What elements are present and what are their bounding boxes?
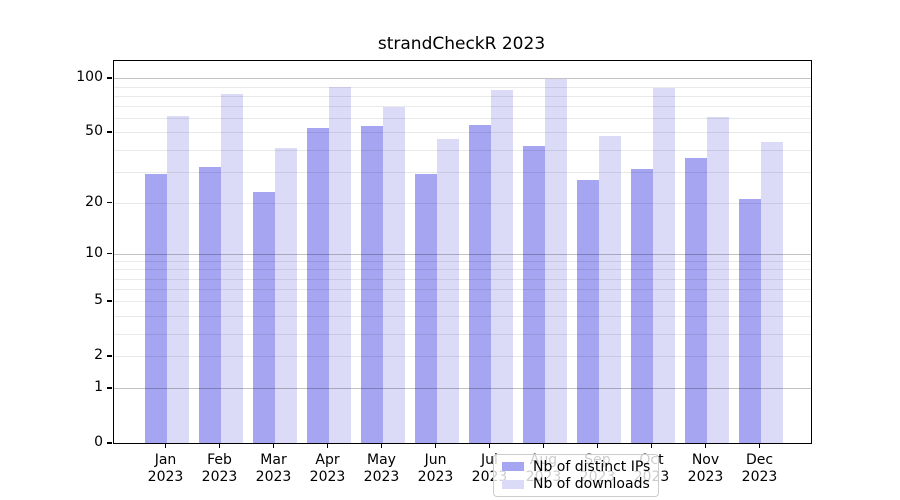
x-axis-tick-mark — [596, 443, 599, 448]
bar-downloads-aug — [544, 79, 567, 443]
bar-distinct-ips-apr — [306, 127, 329, 443]
y-axis-tick-label: 20 — [85, 193, 103, 210]
y-axis-tick-label: 2 — [94, 347, 103, 364]
gridline-minor — [114, 356, 811, 358]
bar-distinct-ips-jan — [144, 174, 167, 443]
bar-distinct-ips-oct — [630, 169, 653, 443]
x-axis-tick-label: May 2023 — [363, 452, 400, 485]
bar-downloads-jul — [490, 90, 513, 443]
legend: Nb of distinct IPs Nb of downloads — [493, 454, 659, 497]
gridline-minor — [114, 261, 811, 263]
gridline-minor — [114, 149, 811, 151]
gridline-minor — [114, 278, 811, 280]
legend-label-downloads: Nb of downloads — [533, 476, 650, 493]
x-axis-tick-mark — [326, 443, 329, 448]
bar-downloads-apr — [328, 86, 351, 443]
bar-distinct-ips-sep — [576, 179, 599, 443]
x-axis-tick-mark — [272, 443, 275, 448]
bar-distinct-ips-feb — [198, 166, 221, 443]
downloads-swatch-icon — [502, 479, 524, 489]
gridline-minor — [114, 333, 811, 335]
x-axis-tick-mark — [542, 443, 545, 448]
bar-downloads-mar — [274, 147, 297, 443]
x-axis-tick-mark — [218, 443, 221, 448]
grid-layer — [114, 61, 811, 443]
gridline-major — [114, 253, 811, 255]
bar-distinct-ips-aug — [522, 145, 545, 443]
bar-downloads-jun — [436, 138, 459, 443]
bar-downloads-feb — [220, 93, 243, 443]
y-axis-tick-mark — [107, 300, 112, 302]
x-axis-tick-label: Feb 2023 — [201, 452, 238, 485]
bars-layer — [114, 61, 811, 443]
y-axis-tick-mark — [107, 131, 112, 133]
bar-downloads-nov — [706, 117, 729, 443]
x-axis-tick-mark — [380, 443, 383, 448]
bar-distinct-ips-may — [360, 126, 383, 443]
gridline-minor — [114, 95, 811, 97]
y-axis-tick-label: 5 — [94, 292, 103, 309]
bar-distinct-ips-jul — [468, 125, 491, 443]
gridline-minor — [114, 118, 811, 120]
x-axis-tick-mark — [434, 443, 437, 448]
legend-item-distinct-ips: Nb of distinct IPs — [502, 459, 650, 475]
bar-distinct-ips-jun — [414, 174, 437, 443]
bar-downloads-sep — [598, 135, 621, 443]
gridline-minor — [114, 301, 811, 303]
x-axis-tick-label: Nov 2023 — [687, 452, 724, 485]
x-axis-tick-label: Mar 2023 — [255, 452, 292, 485]
gridline-major — [114, 388, 811, 390]
y-axis-tick-label: 0 — [94, 434, 103, 450]
gridline-minor — [114, 269, 811, 271]
gridline-major — [114, 78, 811, 80]
y-axis-tick-mark — [107, 201, 112, 204]
x-axis-tick-mark — [650, 443, 653, 448]
bar-downloads-jan — [166, 115, 189, 443]
x-axis-tick-label: Jan 2023 — [147, 452, 184, 485]
legend-item-downloads: Nb of downloads — [502, 476, 650, 492]
y-axis-tick-label: 50 — [85, 123, 103, 140]
y-axis-tick-mark — [107, 77, 112, 79]
x-axis-tick-mark — [164, 443, 167, 448]
gridline-minor — [114, 289, 811, 291]
y-axis-tick-label: 1 — [94, 379, 103, 396]
plot-area: Nb of distinct IPs Nb of downloads — [113, 60, 812, 497]
bar-distinct-ips-mar — [252, 191, 275, 443]
y-axis-tick-label: 10 — [85, 244, 103, 261]
gridline-minor — [114, 202, 811, 204]
bar-downloads-oct — [652, 87, 675, 443]
gridline-minor — [114, 132, 811, 134]
distinct-ips-swatch-icon — [502, 462, 524, 472]
chart-title: strandCheckR 2023 — [377, 34, 546, 54]
y-axis-tick-label: 100 — [76, 69, 103, 86]
x-axis-tick-label: Jun 2023 — [417, 452, 454, 485]
x-axis-tick-label: Apr 2023 — [309, 452, 346, 485]
x-axis-tick-label: Dec 2023 — [741, 452, 778, 485]
bar-distinct-ips-nov — [684, 157, 707, 443]
y-axis-tick-mark — [107, 442, 112, 444]
legend-label-distinct-ips: Nb of distinct IPs — [533, 458, 651, 475]
y-axis-tick-mark — [107, 355, 112, 357]
gridline-minor — [114, 171, 811, 173]
bar-downloads-may — [382, 107, 405, 443]
gridline-minor — [114, 86, 811, 88]
y-axis-tick-mark — [107, 252, 112, 255]
gridline-minor — [114, 315, 811, 317]
y-axis-tick-mark — [107, 387, 112, 389]
gridline-minor — [114, 106, 811, 108]
bar-distinct-ips-dec — [738, 198, 761, 443]
x-axis-tick-mark — [758, 443, 761, 448]
x-axis-tick-mark — [704, 443, 707, 448]
x-axis-tick-mark — [488, 443, 491, 448]
bar-downloads-dec — [760, 142, 783, 443]
